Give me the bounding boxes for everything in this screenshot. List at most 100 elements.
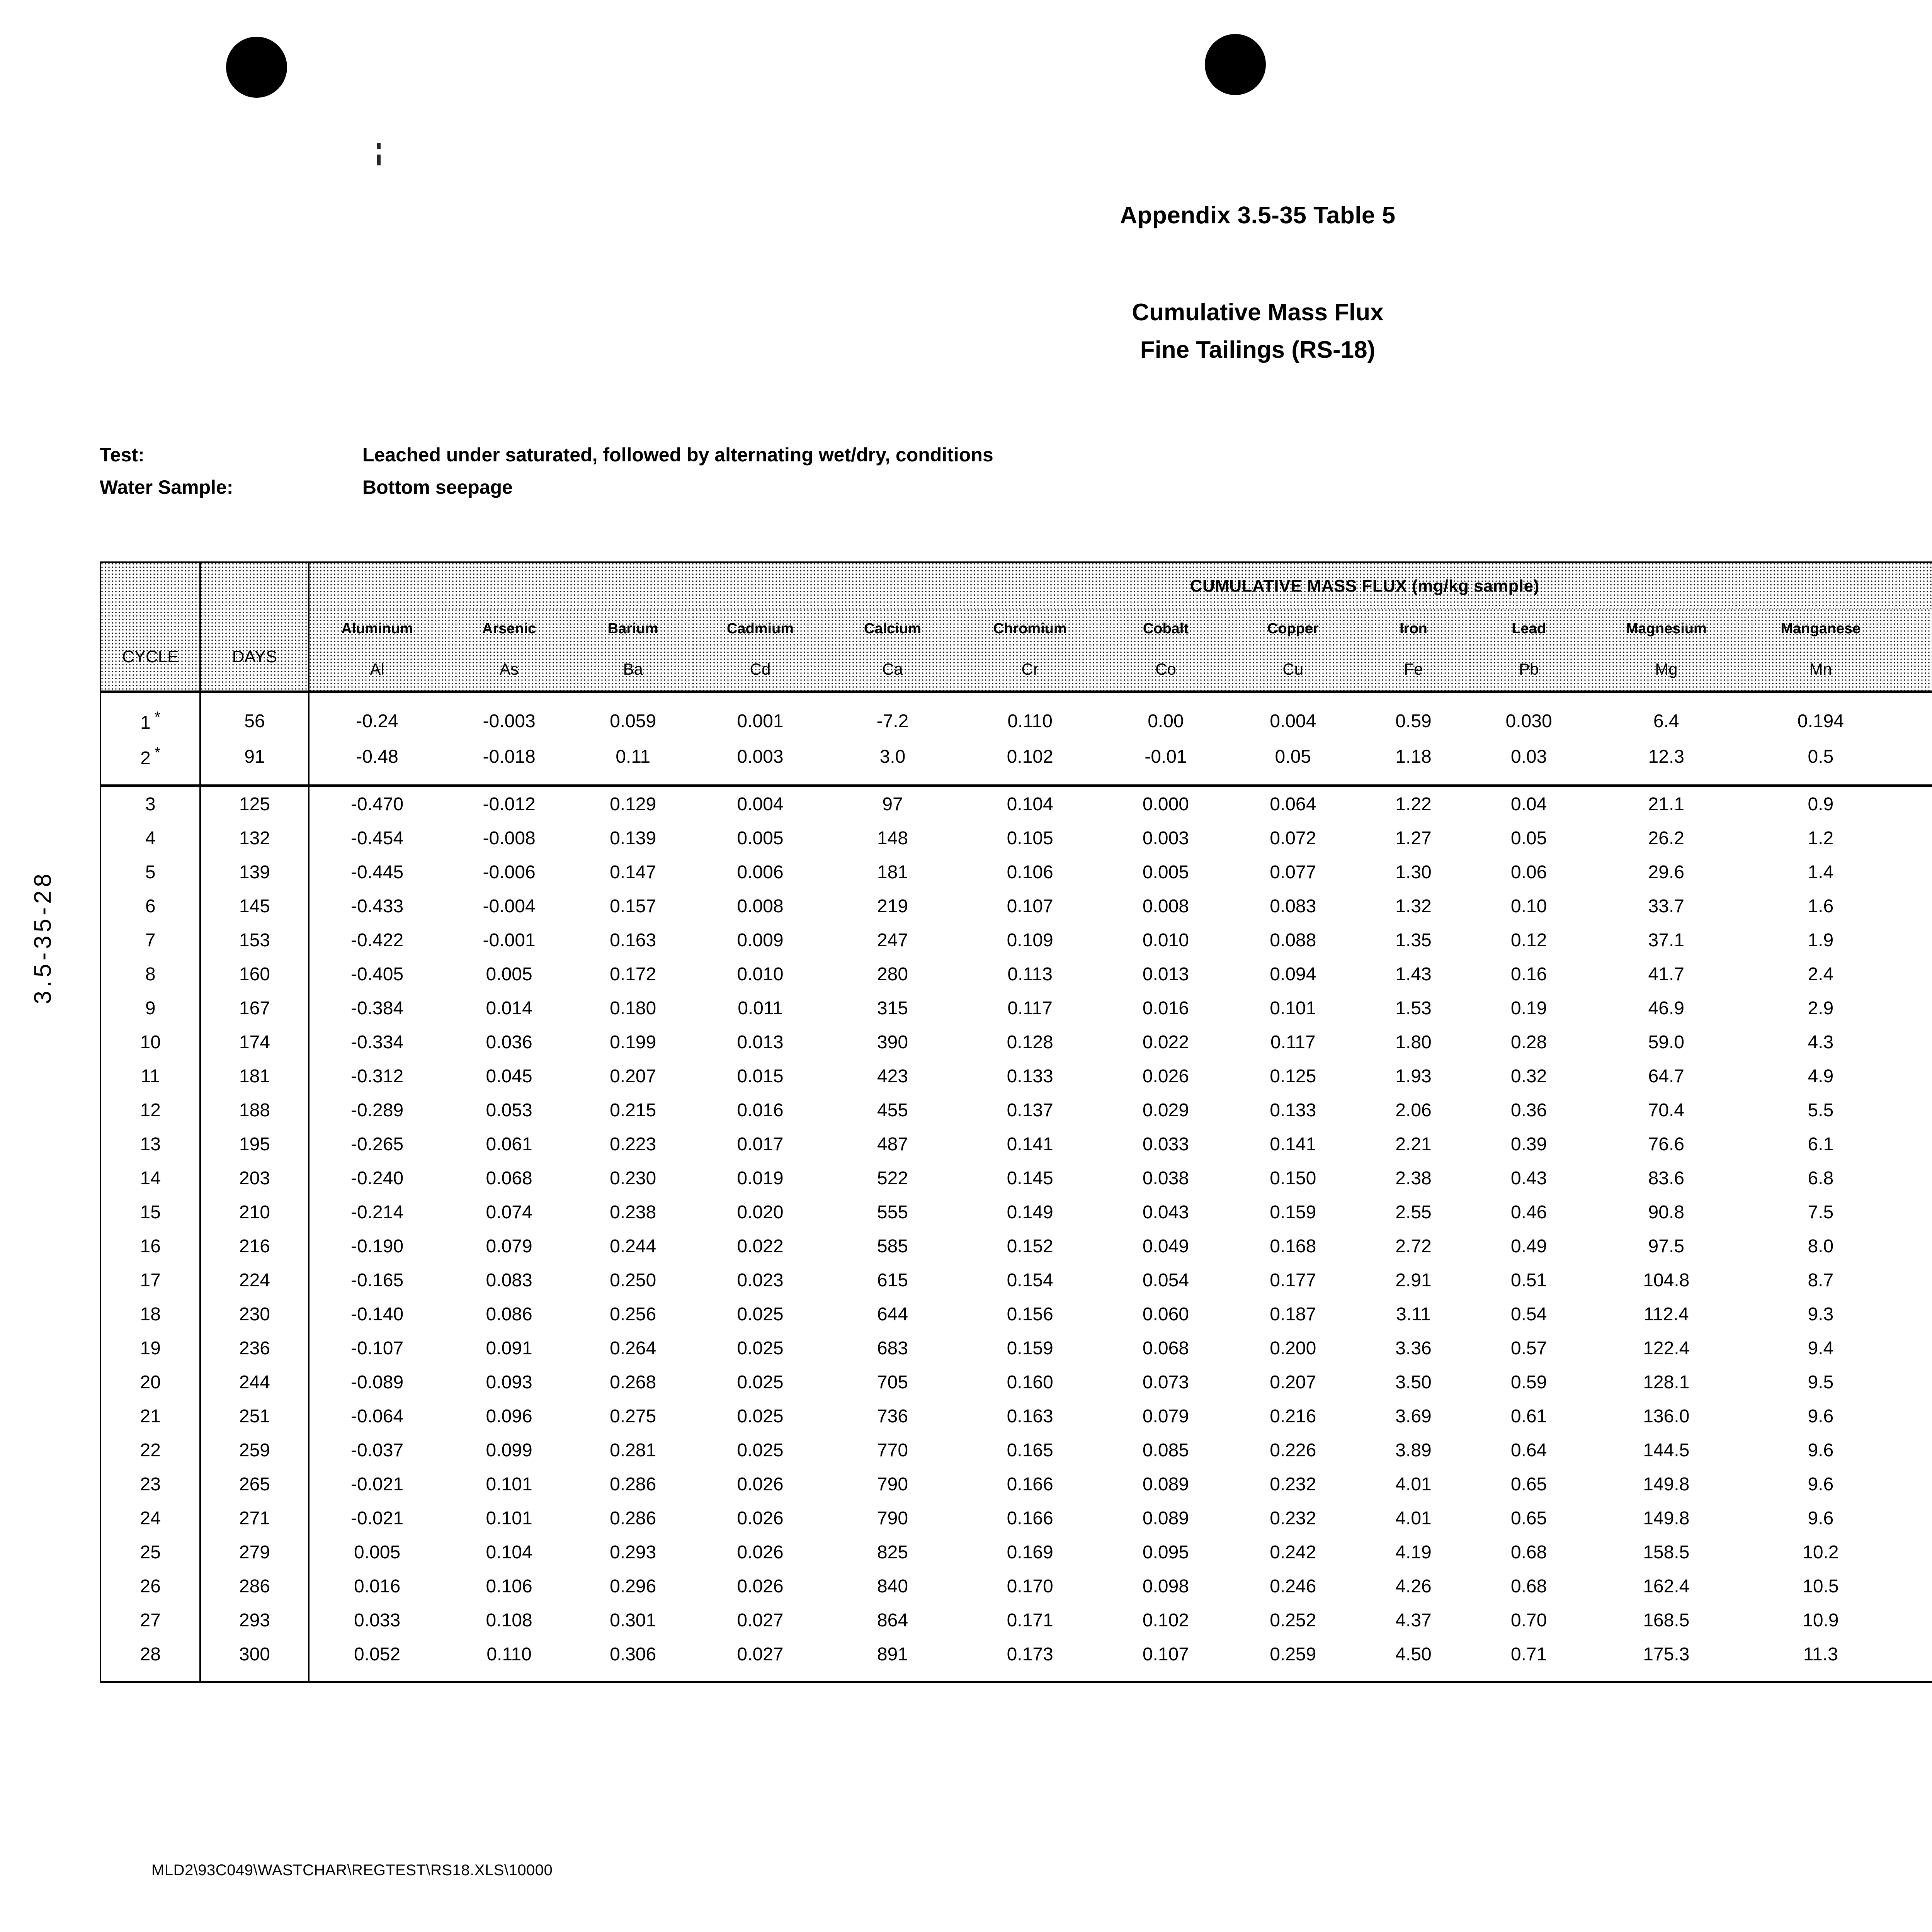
value-cell-fe: 1.43 — [1395, 964, 1432, 985]
value-cell-co: 0.038 — [1142, 1168, 1189, 1189]
value-cell-cu: 0.072 — [1270, 828, 1316, 849]
days-cell: 153 — [200, 923, 310, 957]
value-cell-cu: 0.242 — [1270, 1542, 1316, 1563]
value-cell-mn: 10.9 — [1803, 1610, 1839, 1631]
table-row: 12 188 -0.289 0.053 0.215 0.016 455 0.137 0.029 0… — [101, 1093, 1932, 1127]
value-cell-pb: 0.59 — [1510, 1372, 1547, 1393]
days-cell: 251 — [200, 1399, 310, 1433]
value-cell-co: 0.060 — [1142, 1304, 1189, 1325]
cycle-cell: 4 — [101, 821, 201, 855]
value-cell-ca: 3.0 — [879, 746, 906, 767]
value-cell-as: 0.086 — [486, 1304, 532, 1325]
value-cell-cu: 0.246 — [1270, 1576, 1316, 1597]
element-name-header-cd: Cadmium — [692, 609, 828, 648]
element-symbol-header-ba: Ba — [573, 648, 692, 692]
element-symbol-row: AlAsBaCdCaCrCoCuFePbMgMnKSeNaZn — [101, 648, 1932, 692]
value-cell-cr: 0.163 — [1007, 1406, 1053, 1427]
value-cell-cu: 0.252 — [1270, 1610, 1316, 1631]
value-cell-cu: 0.133 — [1270, 1100, 1316, 1121]
cycle-column-header-cell: CYCLE — [101, 563, 201, 692]
value-cell-mn: 1.2 — [1808, 828, 1834, 849]
value-cell-pb: 0.70 — [1510, 1610, 1547, 1631]
value-cell-co: 0.089 — [1142, 1474, 1189, 1495]
value-cell-as: 0.045 — [486, 1066, 532, 1087]
value-cell-mg: 29.6 — [1648, 862, 1684, 883]
days-cell: 160 — [200, 957, 310, 991]
value-cell-mn: 4.3 — [1808, 1032, 1834, 1053]
value-cell-ba: 0.296 — [610, 1576, 656, 1597]
value-cell-k: 7.14 — [1897, 957, 1932, 991]
value-cell-ba: 0.301 — [610, 1610, 656, 1631]
value-cell-cu: 0.187 — [1270, 1304, 1316, 1325]
value-cell-k: 15.32 — [1897, 1195, 1932, 1229]
element-symbol-label: Mg — [1655, 660, 1678, 678]
value-cell-fe: 1.80 — [1395, 1032, 1432, 1053]
value-cell-ca: 247 — [877, 930, 908, 951]
value-cell-as: -0.018 — [483, 746, 536, 767]
value-cell-mg: 162.4 — [1643, 1576, 1690, 1597]
days-cell: 216 — [200, 1229, 310, 1263]
value-cell-fe: 1.27 — [1395, 828, 1432, 849]
value-cell-al: -0.445 — [351, 862, 404, 883]
value-cell-cd: 0.005 — [737, 828, 784, 849]
value-cell-k: 4.17 — [1897, 855, 1932, 889]
cumulative-mass-flux-table: CYCLE DAYS CUMULATIVE MASS FLUX (mg/kg s… — [101, 563, 1932, 1681]
value-cell-ca: 455 — [877, 1100, 908, 1121]
value-cell-mn: 10.2 — [1803, 1542, 1839, 1563]
value-cell-mn: 8.7 — [1808, 1270, 1834, 1291]
value-cell-cu: 0.064 — [1270, 794, 1316, 815]
value-cell-ca: 736 — [877, 1406, 908, 1427]
value-cell-pb: 0.54 — [1510, 1304, 1547, 1325]
value-cell-ca: 522 — [877, 1168, 908, 1189]
value-cell-k: 13.50 — [1897, 1127, 1932, 1161]
element-name-header-mg: Magnesium — [1588, 609, 1745, 648]
value-cell-co: 0.073 — [1142, 1372, 1189, 1393]
value-cell-al: -0.265 — [351, 1134, 404, 1155]
element-name-label: Iron — [1400, 620, 1427, 637]
spacer-cell — [101, 692, 201, 703]
value-cell-ba: 0.264 — [610, 1338, 656, 1359]
value-cell-co: 0.049 — [1142, 1236, 1189, 1257]
value-cell-k: 3.22 — [1897, 821, 1932, 855]
value-cell-cd: 0.008 — [737, 896, 784, 917]
asterisk-marker: * — [154, 709, 161, 726]
test-info-block: Test: Leached under saturated, followed … — [100, 444, 993, 509]
value-cell-mg: 149.8 — [1643, 1474, 1690, 1495]
element-name-row: Aluminum Arsenic Barium Cadmium Calcium Chrom… — [101, 609, 1932, 648]
element-name-header-al: Aluminum — [309, 609, 445, 648]
punch-hole-center — [1205, 34, 1266, 95]
value-cell-ca: 770 — [877, 1440, 908, 1461]
value-cell-mg: 128.1 — [1643, 1372, 1690, 1393]
cycle-cell: 13 — [101, 1127, 201, 1161]
value-cell-cr: 0.141 — [1007, 1134, 1053, 1155]
days-cell: 230 — [200, 1297, 310, 1331]
value-cell-al: -0.021 — [351, 1508, 404, 1529]
value-cell-mn: 9.3 — [1808, 1304, 1834, 1325]
value-cell-cd: 0.025 — [737, 1304, 784, 1325]
value-cell-cd: 0.020 — [737, 1202, 784, 1223]
value-cell-fe: 3.50 — [1395, 1372, 1432, 1393]
value-cell-al: -0.107 — [351, 1338, 404, 1359]
value-cell-cr: 0.145 — [1007, 1168, 1053, 1189]
value-cell-ca: 825 — [877, 1542, 908, 1563]
value-cell-mn: 6.1 — [1808, 1134, 1834, 1155]
days-cell: 236 — [200, 1331, 310, 1365]
element-name-label: Chromium — [993, 620, 1067, 637]
value-cell-cd: 0.009 — [737, 930, 784, 951]
cycle-cell: 25 — [101, 1535, 201, 1569]
value-cell-al: -0.089 — [351, 1372, 404, 1393]
value-cell-al: -0.433 — [351, 896, 404, 917]
value-cell-ba: 0.147 — [610, 862, 656, 883]
value-cell-pb: 0.10 — [1510, 896, 1547, 917]
value-cell-k: -0.54 — [1897, 703, 1932, 739]
value-cell-pb: 0.68 — [1510, 1576, 1547, 1597]
value-cell-k: 16.77 — [1897, 1263, 1932, 1297]
element-symbol-header-mg: Mg — [1588, 648, 1745, 692]
value-cell-mn: 0.9 — [1808, 794, 1834, 815]
value-cell-mn: 9.6 — [1808, 1406, 1834, 1427]
value-cell-al: -0.240 — [351, 1168, 404, 1189]
cycle-cell: 10 — [101, 1025, 201, 1059]
value-cell-cd: 0.025 — [737, 1372, 784, 1393]
table-row: 18 230 -0.140 0.086 0.256 0.025 644 0.156 0.060 0… — [101, 1297, 1932, 1331]
value-cell-pb: 0.57 — [1510, 1338, 1547, 1359]
